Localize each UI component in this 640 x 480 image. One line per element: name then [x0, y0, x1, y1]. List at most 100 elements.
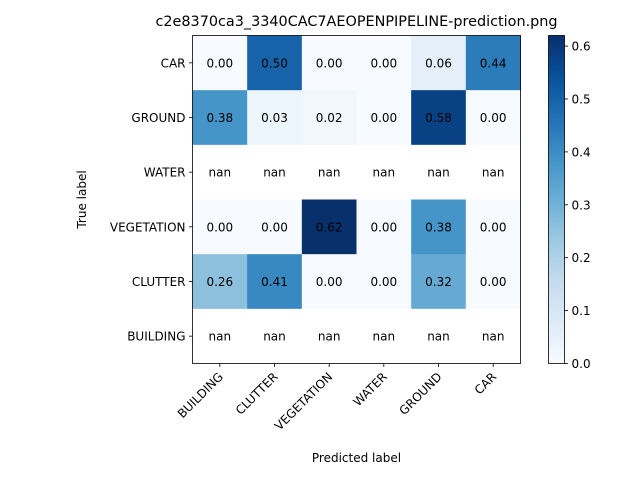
- colorbar-tick-label: 0.6: [572, 40, 591, 54]
- cell-value-label: 0.00: [316, 56, 343, 70]
- plot-frame: [192, 35, 521, 364]
- heatmap-cell-labels: 0.00 0.50 0.00 0.00 0.06 0.44 0.38 0.03 0.02 0.00…: [206, 56, 506, 343]
- y-tick-label: WATER: [144, 166, 186, 180]
- heatmap-cell: [192, 199, 248, 255]
- cell-value-label: 0.00: [206, 220, 233, 234]
- cell-value-label: 0.00: [480, 275, 507, 289]
- x-tick-label: CAR: [472, 370, 500, 398]
- cell-value-label: 0.38: [206, 111, 233, 125]
- heatmap-cell: [301, 199, 357, 255]
- chart-title: c2e8370ca3_3340CAC7AEOPENPIPELINE-predic…: [155, 14, 557, 30]
- heatmap-cell: [411, 90, 467, 146]
- heatmap-cells: [192, 35, 521, 364]
- x-tick-label: VEGETATION: [272, 370, 335, 433]
- heatmap-cell: [301, 144, 357, 200]
- cell-value-label: 0.32: [425, 275, 452, 289]
- cell-value-label: 0.26: [206, 275, 233, 289]
- cell-value-label: nan: [427, 166, 450, 180]
- cell-value-label: nan: [318, 330, 341, 344]
- x-tick-label: BUILDING: [175, 370, 226, 421]
- cell-value-label: 0.06: [425, 56, 452, 70]
- cell-value-label: 0.00: [370, 275, 397, 289]
- heatmap-cell: [247, 308, 303, 364]
- heatmap-cell: [247, 35, 303, 91]
- cell-value-label: 0.00: [206, 56, 233, 70]
- heatmap-cell: [465, 199, 521, 255]
- cell-value-label: 0.62: [316, 220, 343, 234]
- cell-value-label: nan: [209, 166, 232, 180]
- cell-value-label: nan: [373, 166, 396, 180]
- heatmap-cell: [411, 35, 467, 91]
- heatmap-cell: [411, 308, 467, 364]
- heatmap-cell: [465, 144, 521, 200]
- cell-value-label: nan: [209, 330, 232, 344]
- heatmap-cell: [356, 308, 412, 364]
- colorbar-tick-label: 0.2: [572, 251, 591, 265]
- cell-value-label: nan: [318, 166, 341, 180]
- heatmap-cell: [247, 144, 303, 200]
- colorbar: 0.0 0.1 0.2 0.3 0.4 0.5 0.6: [548, 35, 591, 371]
- heatmap-cell: [301, 35, 357, 91]
- y-tick-label: GROUND: [131, 111, 185, 125]
- cell-value-label: nan: [263, 166, 286, 180]
- heatmap-cell: [301, 308, 357, 364]
- heatmap-cell: [192, 254, 248, 310]
- colorbar-tick-label: 0.1: [572, 304, 591, 318]
- colorbar-tick-label: 0.5: [572, 92, 591, 106]
- heatmap-cell: [301, 90, 357, 146]
- y-tick-label: BUILDING: [127, 330, 185, 344]
- colorbar-frame: [548, 35, 565, 364]
- cell-value-label: 0.38: [425, 220, 452, 234]
- cell-value-label: 0.00: [480, 220, 507, 234]
- heatmap-cell: [301, 254, 357, 310]
- heatmap-cell: [247, 199, 303, 255]
- heatmap-cell: [465, 90, 521, 146]
- heatmap-cell: [356, 90, 412, 146]
- colorbar-tick-label: 0.0: [572, 357, 591, 371]
- cell-value-label: 0.00: [370, 111, 397, 125]
- heatmap-cell: [192, 144, 248, 200]
- colorbar-gradient: [548, 35, 565, 364]
- y-tick-label: CAR: [161, 56, 186, 70]
- heatmap-cell: [356, 144, 412, 200]
- heatmap-cell: [192, 308, 248, 364]
- x-tick-label: CLUTTER: [233, 370, 281, 418]
- cell-value-label: 0.58: [425, 111, 452, 125]
- cell-value-label: 0.50: [261, 56, 288, 70]
- cell-value-label: 0.44: [480, 56, 507, 70]
- heatmap-cell: [411, 199, 467, 255]
- x-axis-title: Predicted label: [312, 451, 401, 465]
- x-tick-label: WATER: [351, 370, 390, 409]
- y-tick-label: VEGETATION: [110, 220, 186, 234]
- x-tick-label: GROUND: [396, 370, 444, 418]
- cell-value-label: 0.02: [316, 111, 343, 125]
- y-axis: CAR GROUND WATER VEGETATION CLUTTER BUILDING: [110, 56, 193, 344]
- cell-value-label: 0.00: [370, 220, 397, 234]
- heatmap-cell: [465, 254, 521, 310]
- cell-value-label: nan: [427, 330, 450, 344]
- heatmap-cell: [247, 254, 303, 310]
- cell-value-label: 0.00: [261, 220, 288, 234]
- cell-value-label: nan: [263, 330, 286, 344]
- heatmap-cell: [192, 90, 248, 146]
- cell-value-label: nan: [373, 330, 396, 344]
- y-axis-title: True label: [75, 170, 89, 229]
- heatmap-cell: [411, 254, 467, 310]
- y-tick-label: CLUTTER: [132, 275, 186, 289]
- colorbar-tick-label: 0.3: [572, 198, 591, 212]
- cell-value-label: nan: [482, 166, 505, 180]
- cell-value-label: nan: [482, 330, 505, 344]
- colorbar-tick-label: 0.4: [572, 145, 591, 159]
- heatmap-cell: [247, 90, 303, 146]
- cell-value-label: 0.00: [316, 275, 343, 289]
- heatmap-cell: [411, 144, 467, 200]
- cell-value-label: 0.03: [261, 111, 288, 125]
- cell-value-label: 0.41: [261, 275, 288, 289]
- cell-value-label: 0.00: [480, 111, 507, 125]
- heatmap-cell: [356, 199, 412, 255]
- heatmap-cell: [356, 254, 412, 310]
- heatmap-cell: [465, 35, 521, 91]
- cell-value-label: 0.00: [370, 56, 397, 70]
